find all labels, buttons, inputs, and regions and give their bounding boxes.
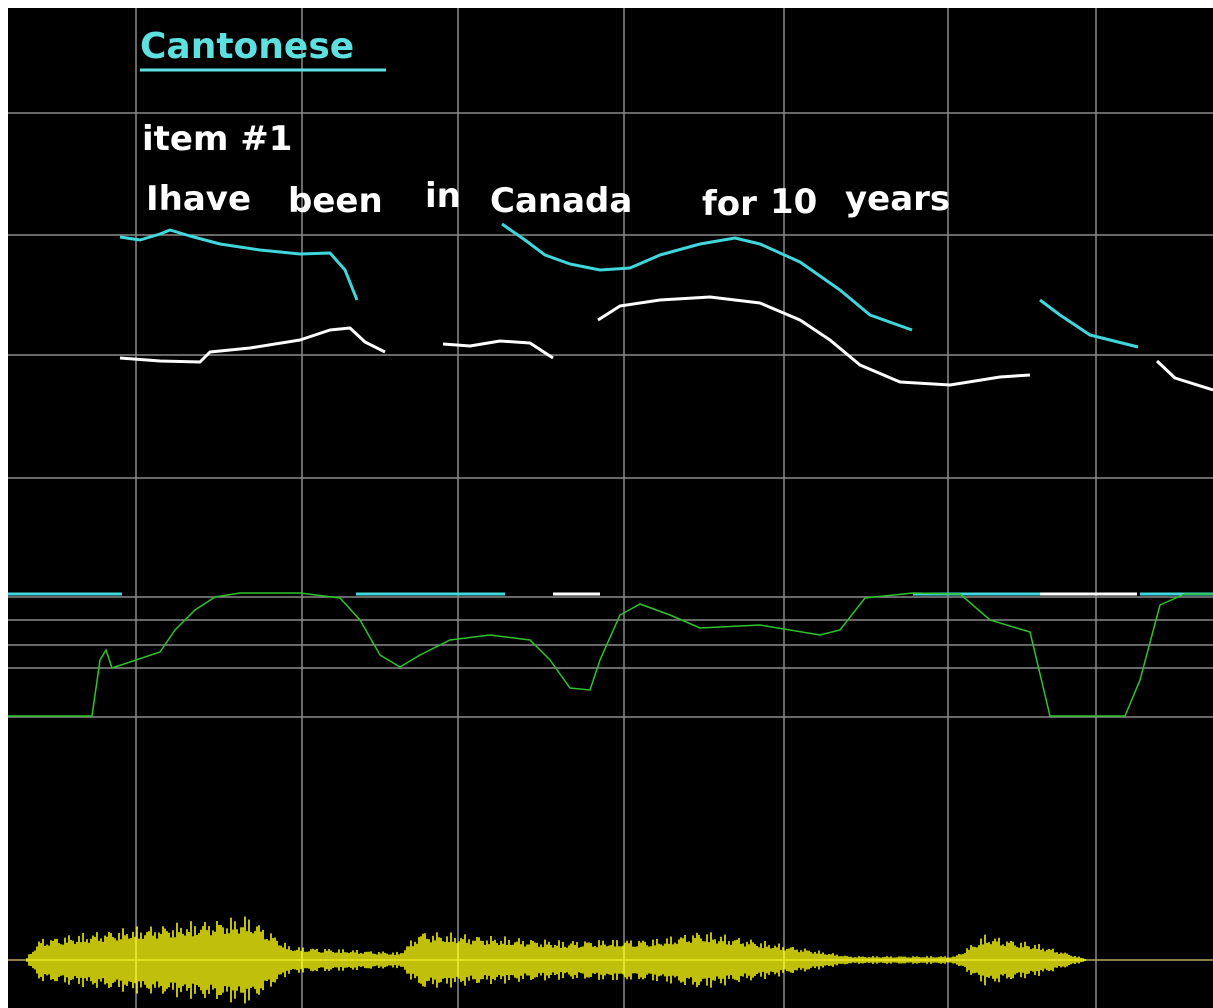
- learner-pitch: [119, 326, 386, 364]
- pitch-curves: [119, 222, 1213, 392]
- model-pitch: [501, 222, 913, 332]
- word: in: [425, 176, 461, 216]
- model-pitch: [119, 228, 359, 301]
- word: been: [288, 181, 383, 221]
- word: years: [845, 179, 950, 219]
- word: for: [702, 184, 757, 224]
- title: Cantonese: [140, 26, 354, 67]
- learner-pitch: [597, 295, 1031, 387]
- word: Ihave: [146, 179, 251, 219]
- model-pitch: [1039, 298, 1139, 349]
- waveform: [26, 916, 1086, 1004]
- background: [8, 8, 1213, 1008]
- learner-pitch: [442, 339, 554, 360]
- sentence: Ihave been in Canada for 10 years: [146, 176, 950, 224]
- learner-pitch: [1155, 359, 1213, 392]
- grid: [8, 8, 1213, 1008]
- item-label: item #1: [142, 119, 292, 159]
- word: Canada: [490, 181, 632, 221]
- word: 10: [770, 182, 817, 222]
- intensity-curve: [8, 592, 1213, 717]
